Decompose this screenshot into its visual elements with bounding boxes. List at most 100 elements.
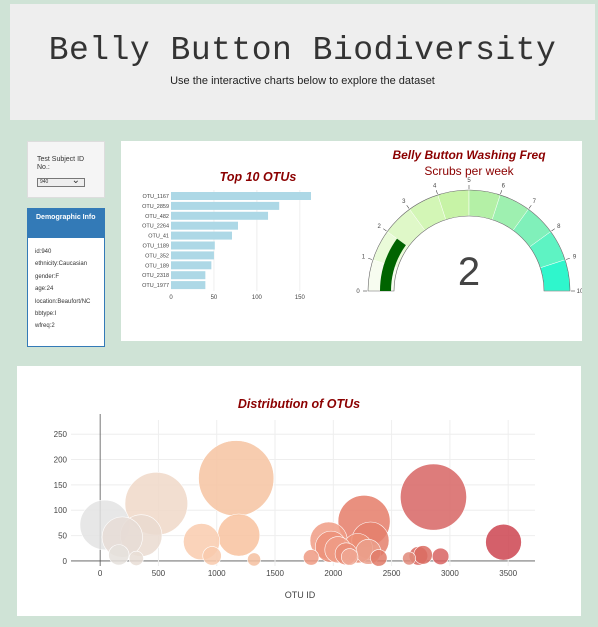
- demographic-row: location:Beaufort/NC: [35, 298, 91, 305]
- bubble-x-tick-label: 1500: [266, 569, 284, 578]
- bubble-x-tick-label: 1000: [208, 569, 226, 578]
- gauge-tick: [551, 228, 555, 232]
- bar-otu-41: [171, 231, 232, 240]
- bar-category-label: OTU_189: [145, 263, 169, 269]
- bubble-y-tick-label: 150: [54, 481, 68, 490]
- gauge-tick-label: 9: [573, 255, 577, 261]
- chevron-down-icon: ⌄: [71, 175, 80, 186]
- gauge-tick: [435, 190, 438, 195]
- bar-otu-1977: [171, 281, 206, 290]
- bubble-point: [247, 552, 261, 567]
- gauge-value-number: 2: [458, 250, 480, 294]
- gauge-tick-label: 8: [557, 224, 561, 230]
- bottom-chart-card: Distribution of OTUs 0 50 100 150 200 250 0 500 1…: [17, 366, 581, 616]
- top-charts-card: Top 10 OTUs OTU_1167 OTU_2859 OTU_482 OTU_22…: [121, 141, 582, 341]
- bar-category-label: OTU_482: [145, 214, 169, 220]
- bubble-point: [340, 548, 359, 566]
- bar-chart-title: Top 10 OTUs: [220, 170, 297, 184]
- bubble-point: [413, 545, 433, 565]
- bubble-x-tick-label: 500: [152, 569, 166, 578]
- bar-otu-2264: [171, 221, 238, 230]
- gauge-outline: [367, 189, 571, 292]
- gauge-tick: [500, 190, 503, 195]
- gauge-title: Belly Button Washing Freq: [392, 148, 546, 162]
- bubble-point: [431, 547, 450, 566]
- gauge-tick: [383, 228, 387, 232]
- gauge-tick-label: 4: [433, 183, 437, 189]
- bubble-x-tick-label: 2500: [383, 569, 401, 578]
- bubble-x-tick-label: 3500: [499, 569, 517, 578]
- gauge-tick-label: 10: [577, 289, 582, 295]
- gauge-tick: [528, 205, 532, 209]
- bubble-point: [128, 550, 144, 566]
- bar-x-tick-label: 150: [295, 295, 306, 301]
- bubble-y-tick-label: 250: [54, 430, 68, 439]
- bar-otu-482: [171, 211, 269, 220]
- subject-selector-well: Test Subject ID No.: 940 ⌄: [27, 141, 105, 198]
- bar-category-label: OTU_2318: [142, 273, 169, 279]
- demographic-row: wfreq:2: [35, 323, 55, 330]
- bubble-x-axis-label: OTU ID: [285, 590, 316, 600]
- bubble-point: [485, 523, 522, 561]
- demographic-row: age:24: [35, 286, 54, 293]
- page-header: Belly Button Biodiversity Use the intera…: [10, 4, 595, 120]
- bubble-y-tick-label: 0: [63, 557, 68, 566]
- bar-x-tick-label: 0: [169, 295, 173, 301]
- bubble-x-tick-label: 0: [98, 569, 103, 578]
- bar-category-label: OTU_1189: [143, 244, 170, 250]
- subject-id-select[interactable]: 940 ⌄: [37, 175, 85, 187]
- gauge-value-bar: [380, 238, 406, 291]
- bubble-point: [108, 544, 130, 566]
- gauge-tick-label: 3: [402, 199, 406, 205]
- bubble-chart-title: Distribution of OTUs: [238, 397, 360, 411]
- bar-category-label: OTU_2859: [142, 204, 169, 210]
- bubble-point: [198, 440, 275, 517]
- bar-otu-2318: [171, 271, 206, 280]
- bubble-y-tick-label: 200: [54, 456, 68, 465]
- gauge-tick-label: 0: [356, 289, 360, 295]
- bubble-point: [217, 513, 261, 557]
- demographic-panel: Demographic Info id:940 ethnicity:Caucasi…: [27, 208, 105, 347]
- page-title: Belly Button Biodiversity: [48, 32, 557, 69]
- bar-otu-2859: [171, 201, 280, 210]
- bar-category-label: OTU_41: [148, 234, 169, 240]
- demographic-panel-title: Demographic Info: [28, 209, 104, 238]
- demographic-row: gender:F: [35, 273, 60, 280]
- gauge-tick-label: 7: [533, 199, 537, 205]
- demographic-row: bbtype:I: [35, 310, 57, 317]
- demographic-row: id:940: [35, 249, 52, 255]
- demographic-info-list: id:940 ethnicity:Caucasian gender:F age:24 l…: [28, 238, 104, 333]
- subject-selector-label: Test Subject ID No.:: [37, 156, 85, 171]
- gauge-tick: [565, 257, 570, 260]
- gauge-tick-label: 1: [362, 255, 366, 261]
- top-otus-bar-chart: Top 10 OTUs OTU_1167 OTU_2859 OTU_482 OTU_22…: [142, 170, 311, 301]
- bubble-y-tick-label: 50: [58, 532, 67, 541]
- bar-category-label: OTU_1167: [143, 194, 170, 200]
- bubble-x-tick-label: 2000: [324, 569, 342, 578]
- bubble-y-tick-label: 100: [54, 506, 68, 515]
- bubble-point: [400, 463, 467, 531]
- gauge-tick: [406, 205, 410, 209]
- gauge-tick-label: 6: [502, 183, 506, 189]
- bar-otu-1167: [171, 192, 311, 200]
- bar-category-label: OTU_1977: [142, 283, 169, 289]
- bar-category-label: OTU_2264: [142, 224, 169, 230]
- bubble-point: [370, 549, 388, 567]
- bubble-point: [202, 546, 222, 566]
- washing-frequency-gauge: Belly Button Washing Freq Scrubs per week…: [356, 148, 582, 295]
- gauge-tick-label: 2: [378, 224, 382, 230]
- bar-otu-189: [171, 261, 212, 270]
- bar-otu-352: [171, 251, 214, 260]
- bar-otu-1189: [171, 241, 215, 250]
- gauge-tick-label: 5: [467, 178, 471, 184]
- demographic-row: ethnicity:Caucasian: [35, 261, 88, 268]
- bubble-point: [402, 551, 416, 566]
- gauge-subtitle: Scrubs per week: [424, 164, 514, 178]
- gauge-tick: [368, 257, 373, 260]
- subject-id-value: 940: [40, 179, 49, 185]
- bar-category-label: OTU_352: [145, 253, 169, 259]
- bubble-point: [303, 549, 320, 566]
- bubble-x-tick-label: 3000: [441, 569, 459, 578]
- bar-x-tick-label: 50: [211, 295, 218, 301]
